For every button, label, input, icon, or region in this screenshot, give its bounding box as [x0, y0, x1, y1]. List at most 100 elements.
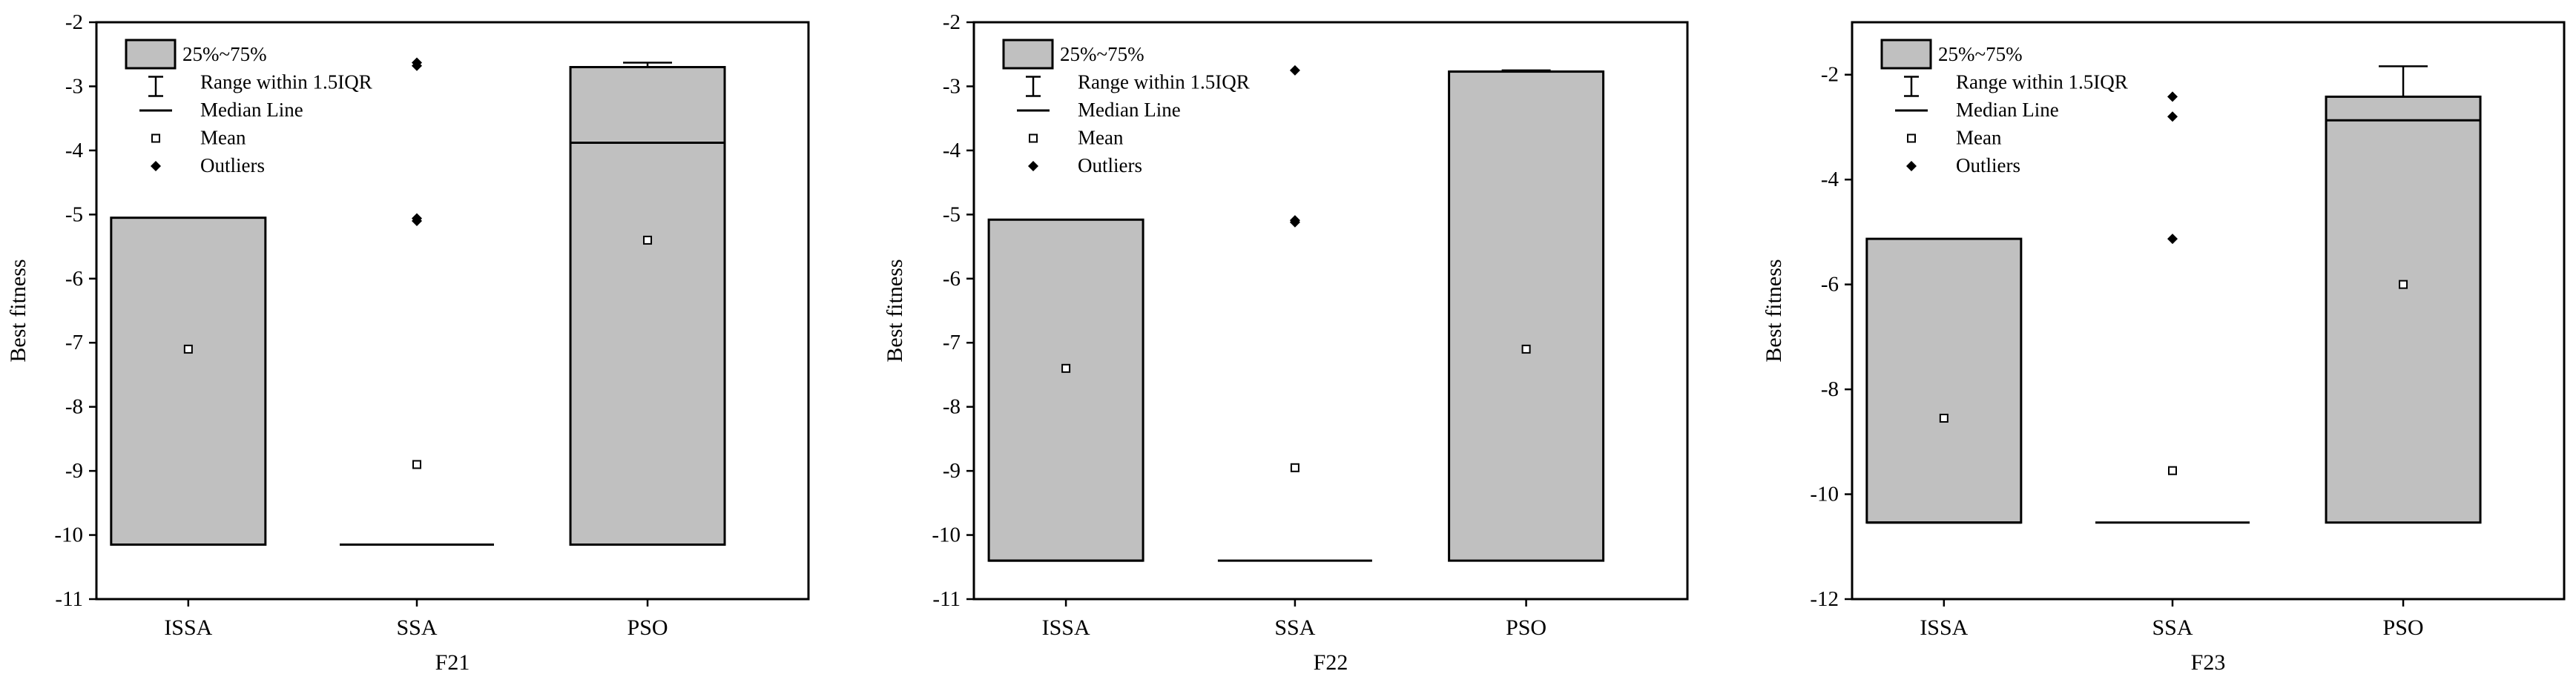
y-axis-label: Best fitness — [6, 259, 30, 362]
box-iqr — [1448, 70, 1605, 562]
mean-marker — [1521, 344, 1531, 354]
mean-marker — [643, 235, 653, 245]
x-tick-label: PSO — [2383, 615, 2424, 640]
y-tick-label: -6 — [1821, 273, 1839, 297]
y-tick-label: -5 — [65, 202, 83, 226]
x-tick-label: PSO — [627, 615, 668, 640]
legend-median-label: Median Line — [1078, 99, 1181, 121]
y-tick-label: -8 — [1821, 377, 1839, 401]
legend-box-swatch — [1002, 39, 1054, 70]
legend-outliers-swatch — [1906, 161, 1917, 171]
mean-marker — [1939, 413, 1949, 423]
plot-frame — [972, 21, 1689, 601]
plot-frame — [1851, 21, 2566, 601]
y-tick-label: -7 — [65, 331, 83, 354]
y-tick-label: -2 — [1821, 63, 1839, 87]
outlier-point — [412, 60, 422, 71]
outlier-point — [1289, 217, 1300, 228]
box-iqr — [110, 217, 267, 546]
mean-marker — [412, 460, 421, 469]
mean-marker — [1061, 363, 1071, 373]
outlier-point — [1289, 65, 1300, 76]
box-ssa — [340, 57, 494, 546]
legend-outliers-label: Outliers — [200, 154, 265, 176]
y-tick-label: -4 — [65, 139, 84, 162]
y-tick-label: -11 — [932, 587, 961, 611]
x-tick-label: SSA — [396, 615, 437, 640]
legend-mean-label: Mean — [200, 127, 246, 149]
legend-mean-label: Mean — [1078, 127, 1124, 149]
legend-median-label: Median Line — [1956, 99, 2059, 121]
legend-mean-swatch — [1029, 133, 1038, 143]
legend-range-label: Range within 1.5IQR — [1956, 71, 2128, 93]
y-tick-label: -4 — [943, 139, 961, 162]
y-axis-label: Best fitness — [883, 259, 907, 362]
box-issa — [1865, 237, 2023, 524]
outlier-point — [2167, 234, 2178, 245]
chart-panel-2: -2 -3 -4 -5 -6 -7 -8 -9 -10 -11 Best fitness ISSA SS… — [883, 10, 1689, 674]
y-tick-label: -9 — [943, 459, 961, 483]
legend: 25%~75% Range within 1.5IQR Median Line Mea… — [1002, 39, 1250, 176]
x-axis-label: F21 — [435, 650, 470, 674]
legend-box-swatch — [125, 39, 177, 70]
box-issa — [987, 218, 1144, 562]
legend: 25%~75% Range within 1.5IQR Median Line Mea… — [125, 39, 372, 176]
mean-marker — [2168, 466, 2177, 475]
y-tick-label: -7 — [943, 331, 961, 354]
mean-marker — [1290, 463, 1299, 472]
y-tick-label: -6 — [65, 267, 83, 291]
y-tick-label: -6 — [943, 267, 961, 291]
legend-box-label: 25%~75% — [1060, 43, 1144, 65]
x-tick-label: SSA — [2152, 615, 2193, 640]
y-tick-label: -3 — [943, 74, 961, 98]
y-tick-label: -9 — [65, 459, 83, 483]
y-tick-label: -12 — [1810, 587, 1839, 611]
mean-marker — [183, 344, 193, 354]
outlier-point — [2167, 111, 2178, 122]
y-tick-label: -8 — [943, 395, 961, 419]
box-iqr — [569, 66, 726, 546]
box-ssa — [1217, 65, 1372, 562]
y-tick-label: -10 — [932, 523, 961, 547]
box-pso — [1448, 69, 1605, 562]
chart-panel-3: -2 -4 -6 -8 -10 -12 Best fitness ISSA SSA PSO F23 2… — [1762, 21, 2566, 674]
box-iqr — [2325, 95, 2482, 524]
legend-mean-swatch — [1907, 133, 1916, 143]
y-tick-label: -8 — [65, 395, 83, 419]
x-axis-label: F23 — [2191, 650, 2226, 674]
y-tick-label: -10 — [1810, 483, 1839, 506]
legend-mean-label: Mean — [1956, 127, 2002, 149]
box-ssa — [2095, 91, 2250, 524]
y-tick-label: -2 — [65, 10, 83, 34]
legend-outliers-swatch — [1028, 161, 1038, 171]
x-tick-label: ISSA — [164, 615, 212, 640]
y-tick-label: -11 — [55, 587, 83, 611]
legend-median-label: Median Line — [200, 99, 303, 121]
legend-mean-swatch — [151, 133, 160, 143]
y-tick-label: -10 — [54, 523, 83, 547]
chart-panel-1: -2 -3 -4 -5 -6 -7 -8 -9 -10 -11 Best fitness ISSA SS… — [6, 10, 810, 674]
x-tick-label: PSO — [1506, 615, 1546, 640]
x-axis-label: F22 — [1314, 650, 1348, 674]
box-iqr — [987, 218, 1144, 562]
legend-range-label: Range within 1.5IQR — [1078, 71, 1250, 93]
legend-box-label: 25%~75% — [1938, 43, 2023, 65]
legend-outliers-label: Outliers — [1078, 154, 1142, 176]
y-tick-label: -4 — [1821, 168, 1839, 191]
legend-box-label: 25%~75% — [182, 43, 267, 65]
x-tick-label: ISSA — [1042, 615, 1090, 640]
legend-box-swatch — [1880, 39, 1932, 70]
y-axis-label: Best fitness — [1762, 259, 1786, 362]
y-tick-label: -2 — [943, 10, 961, 34]
legend-outliers-swatch — [151, 161, 161, 171]
box-pso — [2325, 65, 2482, 524]
y-tick-label: -5 — [943, 202, 961, 226]
x-tick-label: SSA — [1274, 615, 1315, 640]
y-tick-label: -3 — [65, 74, 83, 98]
mean-marker — [2399, 280, 2408, 289]
legend-outliers-label: Outliers — [1956, 154, 2020, 176]
x-tick-label: ISSA — [1920, 615, 1968, 640]
legend-range-label: Range within 1.5IQR — [200, 71, 372, 93]
box-issa — [110, 217, 267, 546]
